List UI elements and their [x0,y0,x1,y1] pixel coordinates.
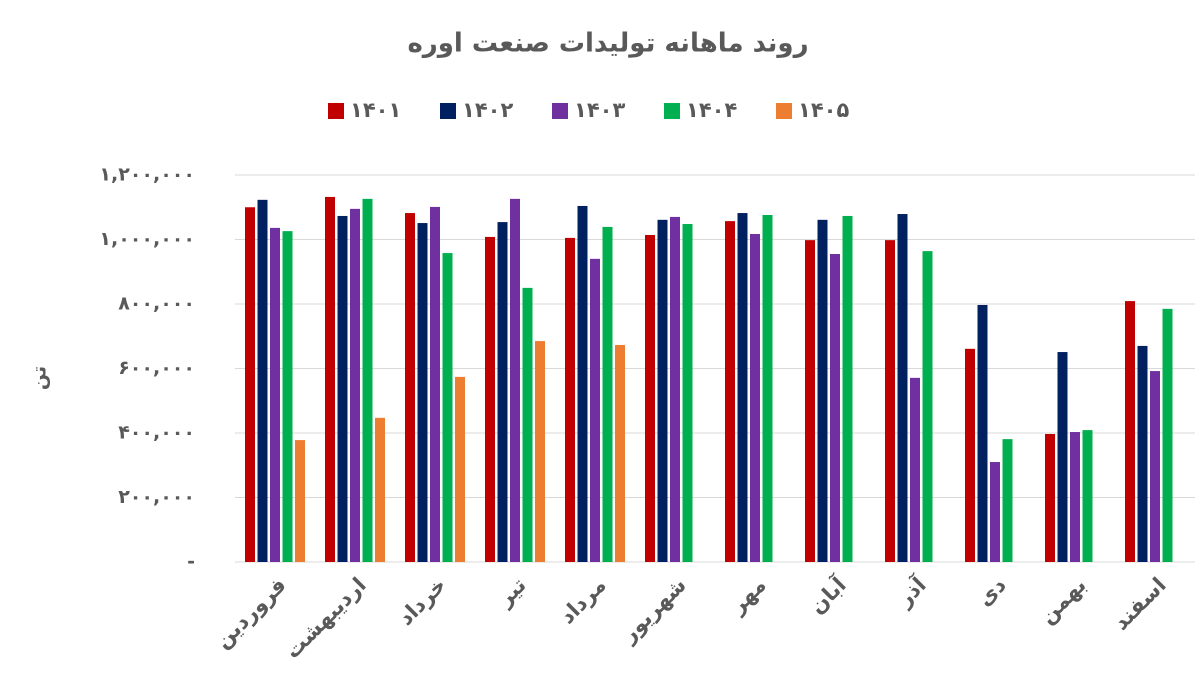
bar [590,258,600,562]
chart-title: روند ماهانه تولیدات صنعت اوره [407,29,808,59]
bar [362,198,373,563]
bar [350,208,360,563]
bar [1057,352,1068,562]
bar [657,219,668,562]
bar [965,348,975,562]
bar [337,215,348,562]
bar [497,222,508,562]
legend-label: ۱۴۰۴ [686,98,737,122]
bar [990,462,1000,562]
bar [817,219,828,562]
bar [830,254,840,562]
bar [522,287,533,562]
bar [885,240,895,562]
bar [455,376,465,562]
bar [405,213,415,562]
legend-swatch [664,103,680,119]
y-tick-label: - [187,551,195,573]
bar [1002,439,1013,562]
bar [295,440,305,562]
bar [842,215,853,562]
legend-label: ۱۴۰۳ [574,98,625,122]
bar [897,214,908,562]
bar [565,237,575,562]
bar [910,377,920,562]
y-tick-label: ۶۰۰,۰۰۰ [118,357,195,379]
bar [615,344,625,562]
legend-label: ۱۴۰۵ [798,98,849,122]
legend-swatch [328,103,344,119]
bar [1082,430,1093,562]
y-tick-label: ۱,۰۰۰,۰۰۰ [99,228,195,250]
bar [750,234,760,562]
bar [442,253,453,563]
y-tick-label: ۸۰۰,۰۰۰ [118,293,195,315]
bar [282,231,293,563]
legend-swatch [776,103,792,119]
bar [682,224,693,562]
bar [325,196,335,562]
bar [805,240,815,562]
bar [1137,345,1148,562]
y-tick-label: ۱,۲۰۰,۰۰۰ [99,164,195,186]
bar [922,251,933,563]
bar [510,198,520,563]
bar [1070,432,1080,562]
y-tick-label: ۲۰۰,۰۰۰ [118,486,195,508]
bar [577,205,588,562]
bar [645,234,655,563]
bar [270,227,280,562]
bar [737,213,748,562]
legend-label: ۱۴۰۱ [350,98,401,122]
legend-label: ۱۴۰۲ [462,98,513,122]
legend-swatch [552,103,568,119]
bar [1150,371,1160,562]
y-axis-title: تن [29,366,51,390]
bar [257,199,268,562]
bar [535,341,545,562]
bar [375,417,385,562]
bar [725,221,735,562]
bar [762,214,773,563]
y-tick-label: ۴۰۰,۰۰۰ [118,422,195,444]
legend-swatch [440,103,456,119]
bar [245,207,255,562]
bar [977,304,988,562]
bar [1125,301,1135,562]
bar [602,226,613,563]
bar [670,216,680,563]
bar [1045,433,1055,562]
bar [485,236,495,563]
bar [430,206,440,563]
bar [417,223,428,563]
bar [1162,308,1173,562]
